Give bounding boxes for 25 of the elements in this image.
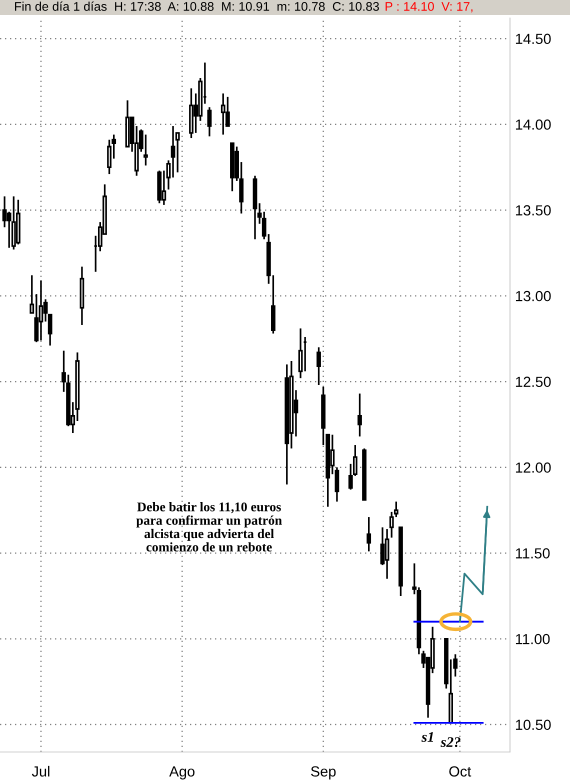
candlestick	[384, 528, 390, 580]
chart-subtitle: P : 14.10 V: 17,	[386, 2, 472, 12]
y-tick-label: 14.50	[516, 34, 551, 44]
annotation: s1	[421, 732, 434, 742]
candlestick	[207, 106, 212, 138]
y-tick-label: 11.00	[516, 634, 550, 644]
candlestick	[366, 516, 372, 552]
candlestick	[358, 392, 362, 438]
x-tick-label: Jul	[32, 766, 50, 777]
annotation: Debe batir los 11,10 euros para confirmar un patrón alcista que advierta del comienzo de un rebote	[136, 502, 282, 552]
y-tick-label: 11.50	[516, 548, 550, 558]
chart-title: Fin de día 1 días H: 17:38 A: 10.88 M: 10.91 m: 10.78 C: 10.83	[15, 2, 379, 11]
candlestick	[298, 328, 303, 379]
candlestick	[334, 466, 340, 502]
y-tick-label: 13.00	[516, 290, 551, 302]
x-tick-label: Oct	[449, 766, 472, 777]
x-tick-label: Ago	[169, 766, 195, 780]
annotation: s2?	[440, 737, 460, 748]
y-tick-label: 14.00	[516, 119, 551, 130]
y-tick-label: 13.50	[516, 205, 551, 216]
candlestick	[316, 346, 321, 386]
y-tick-label: 12.00	[516, 462, 551, 473]
y-tick-label: 10.50	[516, 720, 551, 730]
y-tick-label: 12.50	[516, 376, 551, 387]
x-tick-label: Sep	[310, 766, 336, 780]
